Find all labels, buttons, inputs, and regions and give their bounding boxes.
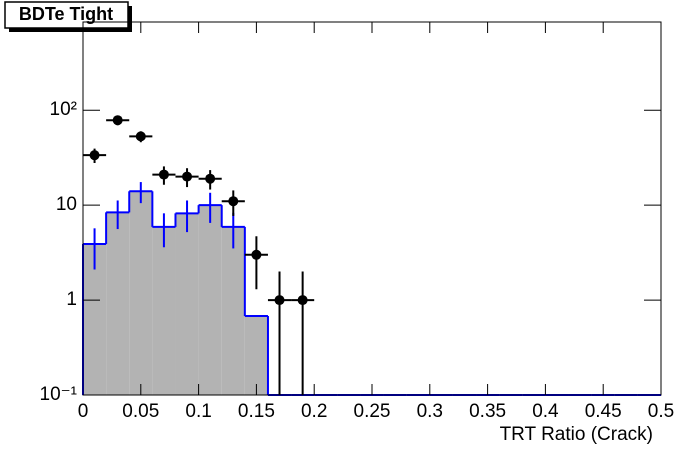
x-tick-label: 0.3 (417, 401, 443, 422)
hist-bar (152, 226, 176, 395)
data-point (274, 295, 285, 306)
x-tick-label: 0.45 (585, 401, 622, 422)
x-tick-label: 0.4 (532, 401, 559, 422)
data-point (205, 173, 216, 184)
x-tick-label: 0.1 (185, 401, 211, 422)
hist-bar (244, 315, 268, 395)
data-point (158, 169, 169, 180)
hist-bar (175, 213, 199, 395)
y-tick-label: 10⁻¹ (40, 384, 78, 405)
x-tick-label: 0.35 (469, 401, 506, 422)
title-box (4, 1, 129, 29)
data-point (89, 150, 100, 161)
data-point (297, 295, 308, 306)
x-tick-label: 0.05 (122, 401, 159, 422)
hist-bar (83, 243, 107, 395)
x-axis-label: TRT Ratio (Crack) (500, 424, 653, 445)
hist-bar (106, 212, 130, 395)
data-point (251, 249, 262, 260)
x-tick-label: 0 (78, 401, 89, 422)
data-point (135, 131, 146, 142)
y-tick-label: 10 (56, 194, 77, 215)
data-point (112, 115, 123, 126)
chart-title: BDTe Tight (19, 4, 113, 24)
x-tick-label: 0.15 (238, 401, 275, 422)
hist-bar (198, 205, 222, 395)
y-tick-label: 10² (50, 99, 77, 120)
x-tick-label: 0.25 (354, 401, 391, 422)
y-tick-label: 1 (66, 289, 77, 310)
x-tick-label: 0.5 (648, 401, 674, 422)
hist-bar (129, 191, 153, 395)
data-point (228, 196, 239, 207)
data-point (182, 171, 193, 182)
x-tick-label: 0.2 (301, 401, 327, 422)
hist-bar (221, 226, 245, 395)
